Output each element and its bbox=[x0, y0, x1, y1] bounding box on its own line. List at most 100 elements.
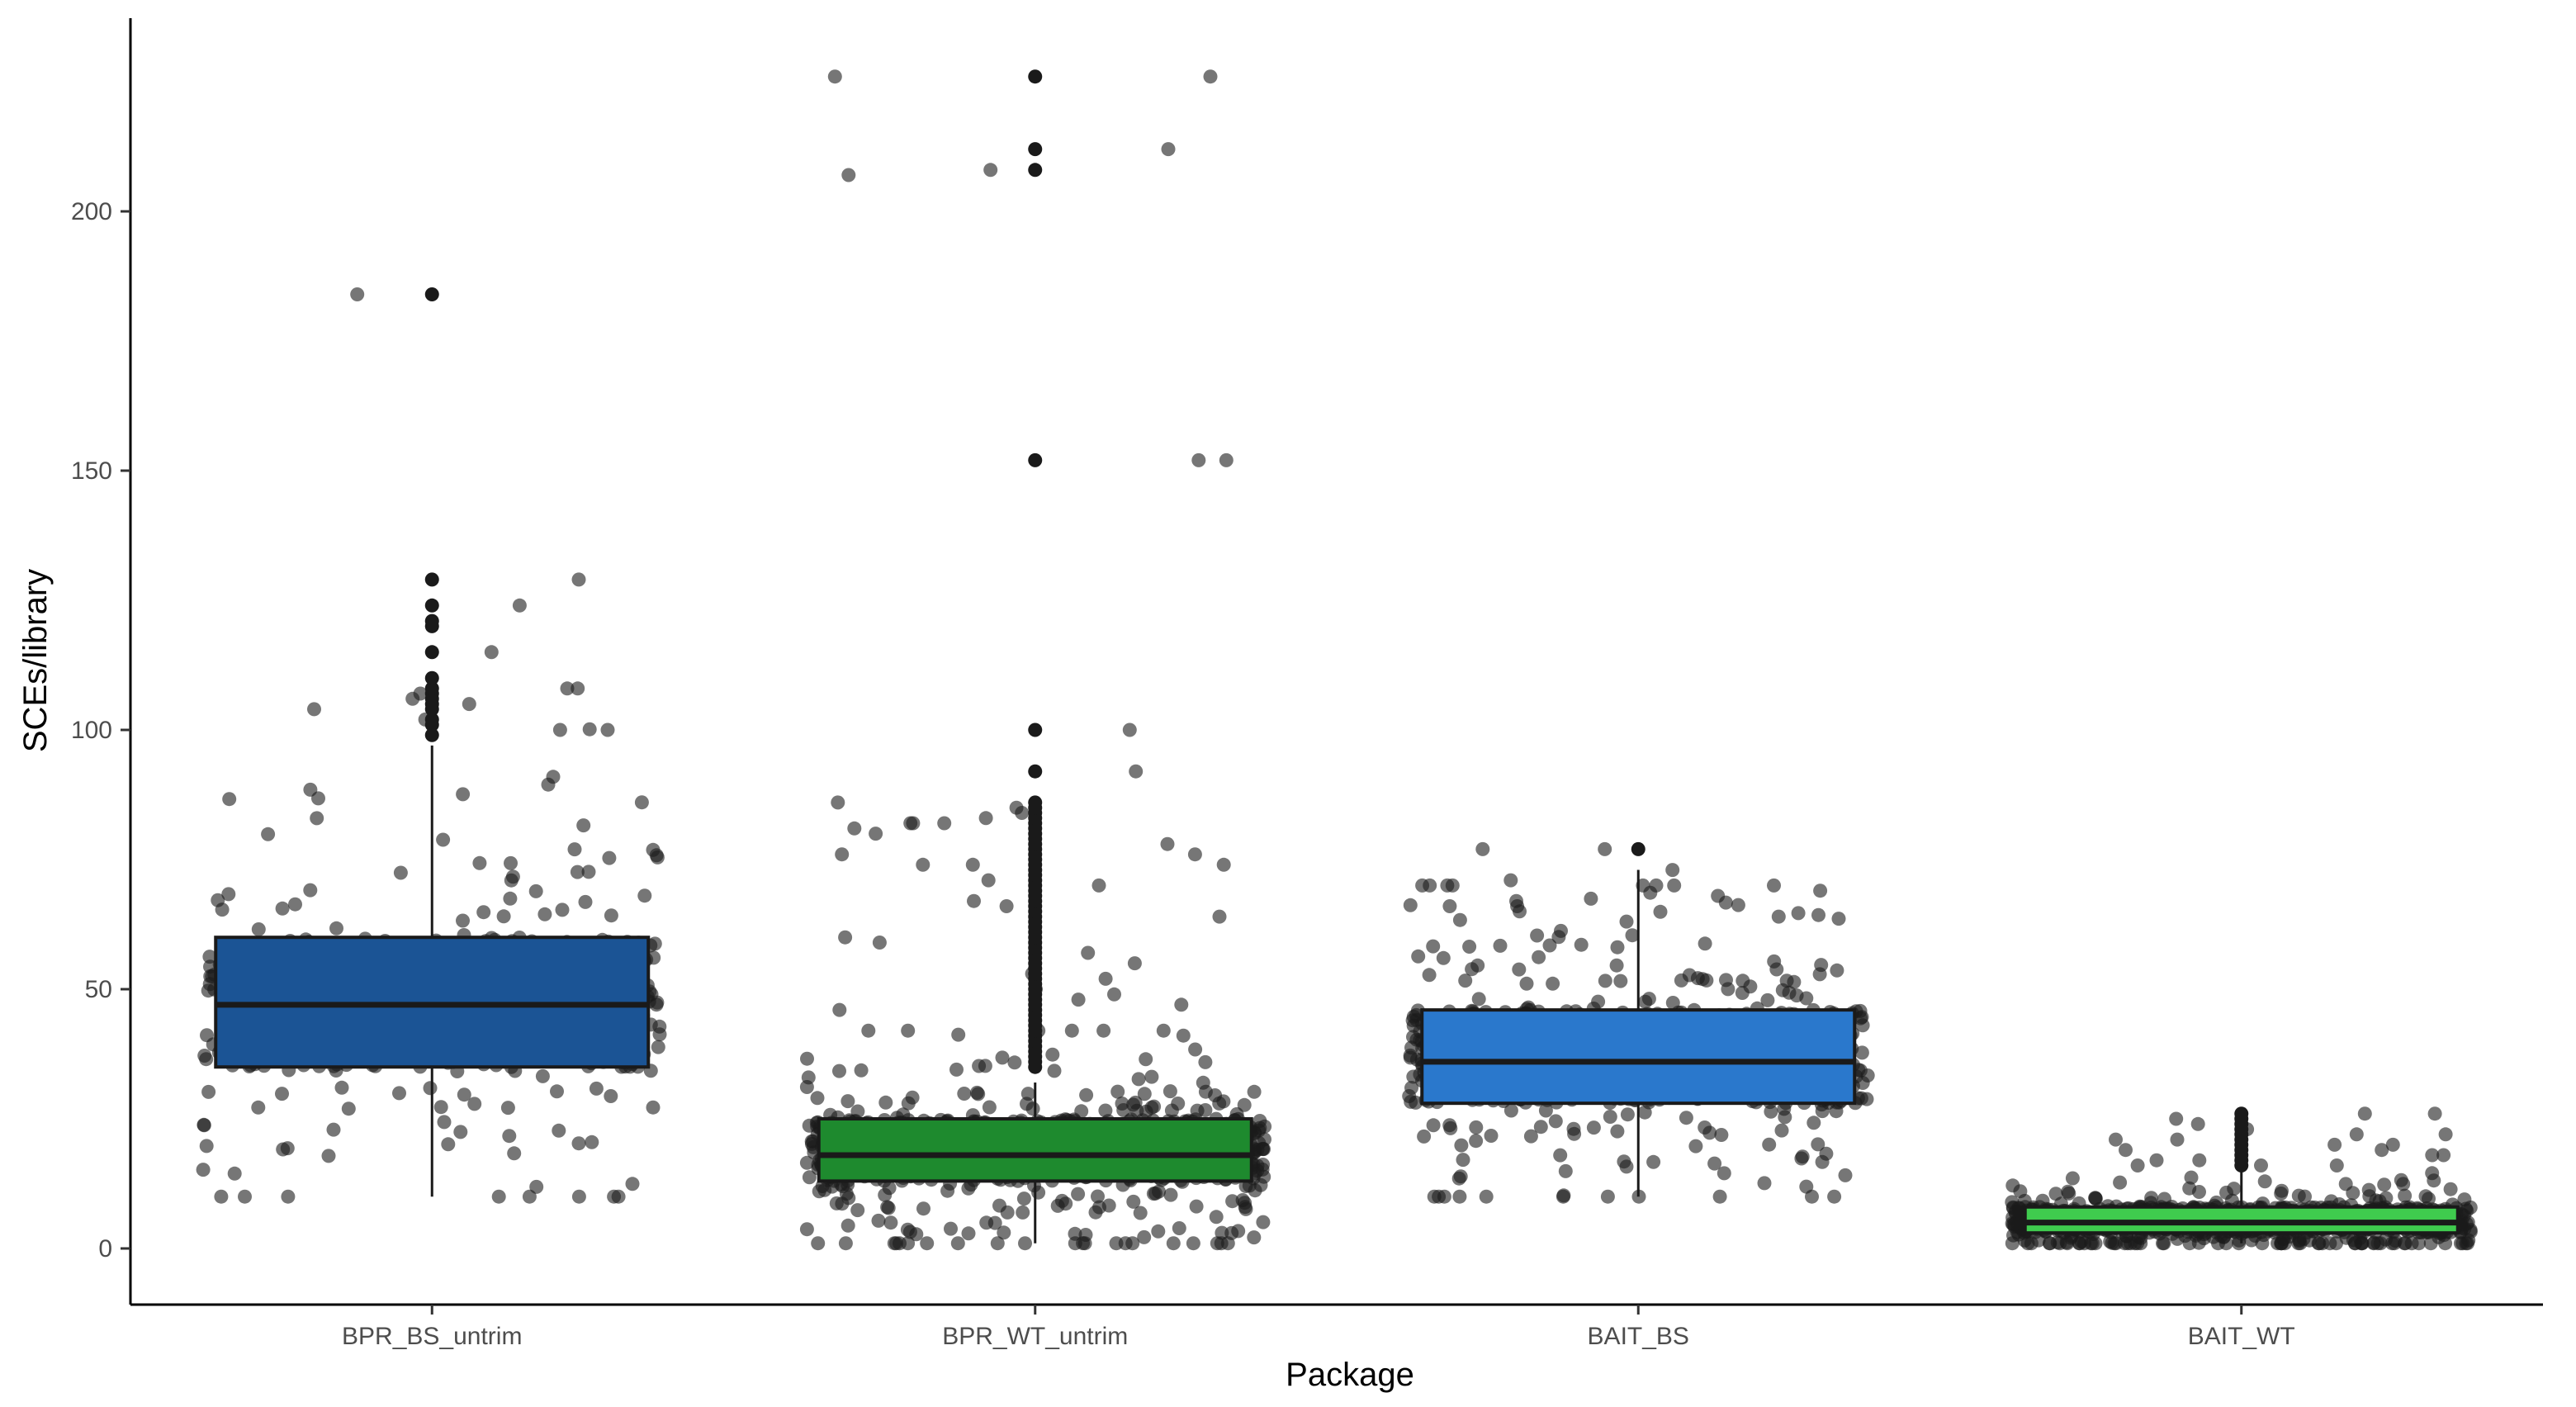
jitter-point bbox=[1546, 976, 1560, 991]
jitter-point bbox=[1166, 1236, 1181, 1251]
jitter-point bbox=[2182, 1236, 2197, 1251]
jitter-point bbox=[1665, 996, 1680, 1010]
jitter-point bbox=[1015, 806, 1030, 820]
jitter-point bbox=[1144, 1069, 1159, 1084]
jitter-point bbox=[1819, 1146, 1834, 1161]
jitter-point bbox=[1406, 1018, 1421, 1033]
outlier-point bbox=[424, 613, 439, 628]
jitter-point bbox=[1436, 950, 1451, 965]
jitter-point bbox=[441, 1137, 456, 1152]
jitter-point bbox=[2048, 1187, 2063, 1201]
jitter-point bbox=[949, 1062, 964, 1077]
jitter-point bbox=[2425, 1148, 2440, 1163]
jitter-point bbox=[585, 1135, 599, 1149]
jitter-point bbox=[275, 1087, 289, 1101]
outlier-point bbox=[1028, 452, 1043, 467]
y-tick-label: 100 bbox=[71, 717, 112, 744]
boxes-layer bbox=[214, 69, 2460, 1244]
jitter-point bbox=[889, 1236, 903, 1251]
jitter-point bbox=[869, 827, 883, 841]
jitter-point bbox=[841, 1218, 855, 1233]
jitter-point bbox=[1771, 909, 1786, 924]
jitter-point bbox=[1613, 974, 1628, 988]
jitter-point bbox=[1247, 1230, 1262, 1245]
jitter-point bbox=[906, 816, 921, 831]
jitter-point bbox=[1712, 1189, 1727, 1204]
jitter-point bbox=[1512, 962, 1527, 977]
jitter-point bbox=[1442, 899, 1457, 913]
jitter-point bbox=[1453, 1169, 1468, 1184]
jitter-point bbox=[1007, 1055, 1022, 1070]
jitter-point bbox=[1838, 1168, 1853, 1182]
jitter-point bbox=[1598, 974, 1612, 988]
jitter-point bbox=[567, 842, 582, 857]
jitter-point bbox=[2427, 1106, 2442, 1121]
jitter-point bbox=[1212, 1096, 1227, 1111]
jitter-point bbox=[1519, 976, 1534, 991]
jitter-point bbox=[1714, 1128, 1729, 1142]
jitter-point bbox=[957, 1087, 972, 1101]
jitter-point bbox=[2385, 1137, 2400, 1152]
jitter-point bbox=[1523, 1129, 1538, 1144]
jitter-point bbox=[1533, 1120, 1548, 1135]
jitter-point bbox=[1791, 906, 1806, 921]
jitter-point bbox=[604, 1089, 618, 1103]
jitter-point bbox=[528, 884, 543, 898]
jitter-point bbox=[1860, 1068, 1875, 1082]
jitter-point bbox=[646, 1100, 661, 1115]
jitter-point bbox=[1698, 936, 1712, 951]
jitter-point bbox=[982, 1100, 997, 1115]
jitter-point bbox=[1638, 994, 1653, 1009]
jitter-point bbox=[2329, 1236, 2343, 1251]
jitter-point bbox=[652, 1019, 667, 1034]
jitter-point bbox=[1107, 987, 1121, 1002]
jitter-point bbox=[1198, 1084, 1213, 1099]
jitter-point bbox=[502, 1129, 517, 1144]
outlier-point bbox=[1028, 142, 1043, 157]
jitter-point bbox=[978, 811, 993, 826]
jitter-point bbox=[1469, 1134, 1484, 1149]
jitter-point bbox=[1479, 1189, 1494, 1204]
jitter-point bbox=[1220, 1236, 1235, 1251]
jitter-point bbox=[2043, 1236, 2057, 1251]
jitter-point bbox=[462, 697, 476, 712]
box-BAIT_BS bbox=[1420, 841, 1857, 1197]
jitter-point bbox=[2065, 1171, 2080, 1186]
jitter-point bbox=[607, 1189, 622, 1204]
jitter-point bbox=[983, 163, 998, 178]
jitter-point bbox=[1187, 847, 1202, 862]
jitter-point bbox=[1250, 1158, 1265, 1173]
jitter-point bbox=[1191, 452, 1206, 467]
jitter-point bbox=[799, 1080, 814, 1094]
jitter-point bbox=[2423, 1236, 2438, 1251]
jitter-point bbox=[467, 1097, 482, 1111]
jitter-point bbox=[535, 1068, 550, 1083]
jitter-point bbox=[2438, 1127, 2453, 1142]
jitter-point bbox=[1598, 841, 1612, 856]
jitter-point bbox=[1807, 1116, 1821, 1130]
outlier-point bbox=[1631, 841, 1646, 856]
jitter-point bbox=[1711, 888, 1726, 903]
jitter-point bbox=[2377, 1177, 2392, 1192]
jitter-point bbox=[871, 1213, 886, 1228]
jitter-point bbox=[214, 1189, 229, 1204]
outlier-point bbox=[1028, 795, 1043, 810]
jitter-point bbox=[961, 1226, 976, 1241]
jitter-point bbox=[529, 1179, 544, 1194]
jitter-point bbox=[303, 883, 318, 898]
jitter-point bbox=[2124, 1236, 2138, 1251]
jitter-point bbox=[1247, 1084, 1262, 1099]
jitter-point bbox=[2192, 1153, 2207, 1168]
jitter-point bbox=[835, 847, 850, 862]
outlier-point bbox=[424, 598, 439, 613]
jitter-point bbox=[1110, 1084, 1125, 1099]
jitter-point bbox=[307, 702, 321, 717]
jitter-point bbox=[433, 1100, 448, 1115]
jitter-point bbox=[1225, 1194, 1240, 1209]
jitter-point bbox=[1074, 1104, 1089, 1119]
jitter-point bbox=[2088, 1191, 2103, 1206]
jitter-point bbox=[600, 722, 615, 737]
jitter-point bbox=[321, 1149, 336, 1163]
jitter-point bbox=[1219, 452, 1234, 467]
